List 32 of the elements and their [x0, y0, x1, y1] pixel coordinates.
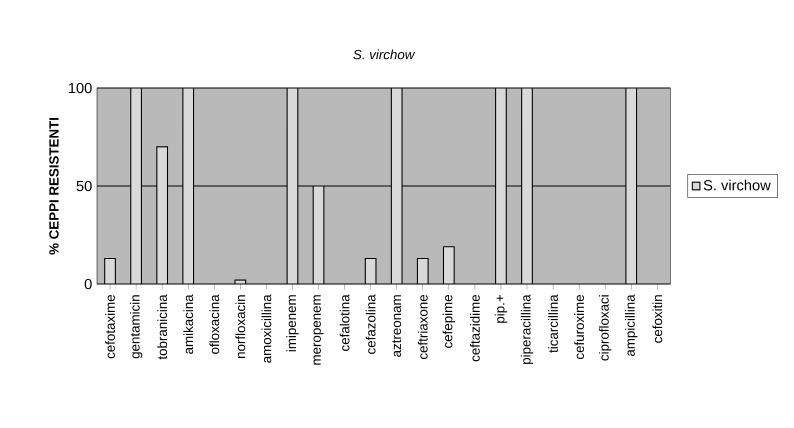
bar	[287, 88, 298, 284]
y-tick-label: 100	[68, 82, 92, 94]
chart-title: S. virchow	[353, 49, 416, 60]
x-tick-label: ceftazidime	[470, 294, 480, 362]
x-tick-label: ticarcillina	[548, 294, 558, 353]
x-tick-label: norfloxacin	[235, 295, 246, 358]
x-tick-label: cefepime	[442, 294, 456, 348]
bar	[313, 186, 324, 284]
x-tick-label: tobranicina	[157, 294, 168, 360]
x-tick-label: aztreonam	[392, 295, 402, 357]
x-tick-label: ofloxacina	[209, 294, 220, 354]
x-tick-label: cefotaxime	[105, 294, 115, 358]
x-tick-label: ciprofloxaci	[598, 295, 612, 361]
x-tick-label: ampicillina	[625, 294, 638, 356]
x-tick-label: cefoxitin	[652, 295, 662, 343]
x-tick-label: amoxicillina	[262, 294, 272, 363]
x-tick-label: gentamicin	[130, 295, 142, 358]
x-tick-label: piperacillina	[520, 294, 534, 364]
bar	[104, 258, 116, 284]
x-tick-label: amikacina	[183, 294, 194, 354]
x-tick-label: ceftriaxone	[418, 294, 428, 360]
y-tick-label: 0	[84, 278, 92, 290]
x-tick-label: pip.+	[494, 295, 508, 323]
x-tick-label: cefuroxime	[574, 294, 584, 360]
x-tick-label: cefazolina	[366, 294, 376, 354]
y-tick-label: 50	[76, 180, 92, 192]
x-tick-label: cefalotina	[340, 294, 350, 351]
x-tick-label: meropenem	[314, 295, 324, 365]
y-axis-title: % CEPPI RESISTENTI	[49, 118, 59, 255]
bar	[522, 88, 532, 284]
x-tick-label: imipenem	[286, 295, 299, 352]
legend-label: S. virchow	[704, 180, 771, 190]
